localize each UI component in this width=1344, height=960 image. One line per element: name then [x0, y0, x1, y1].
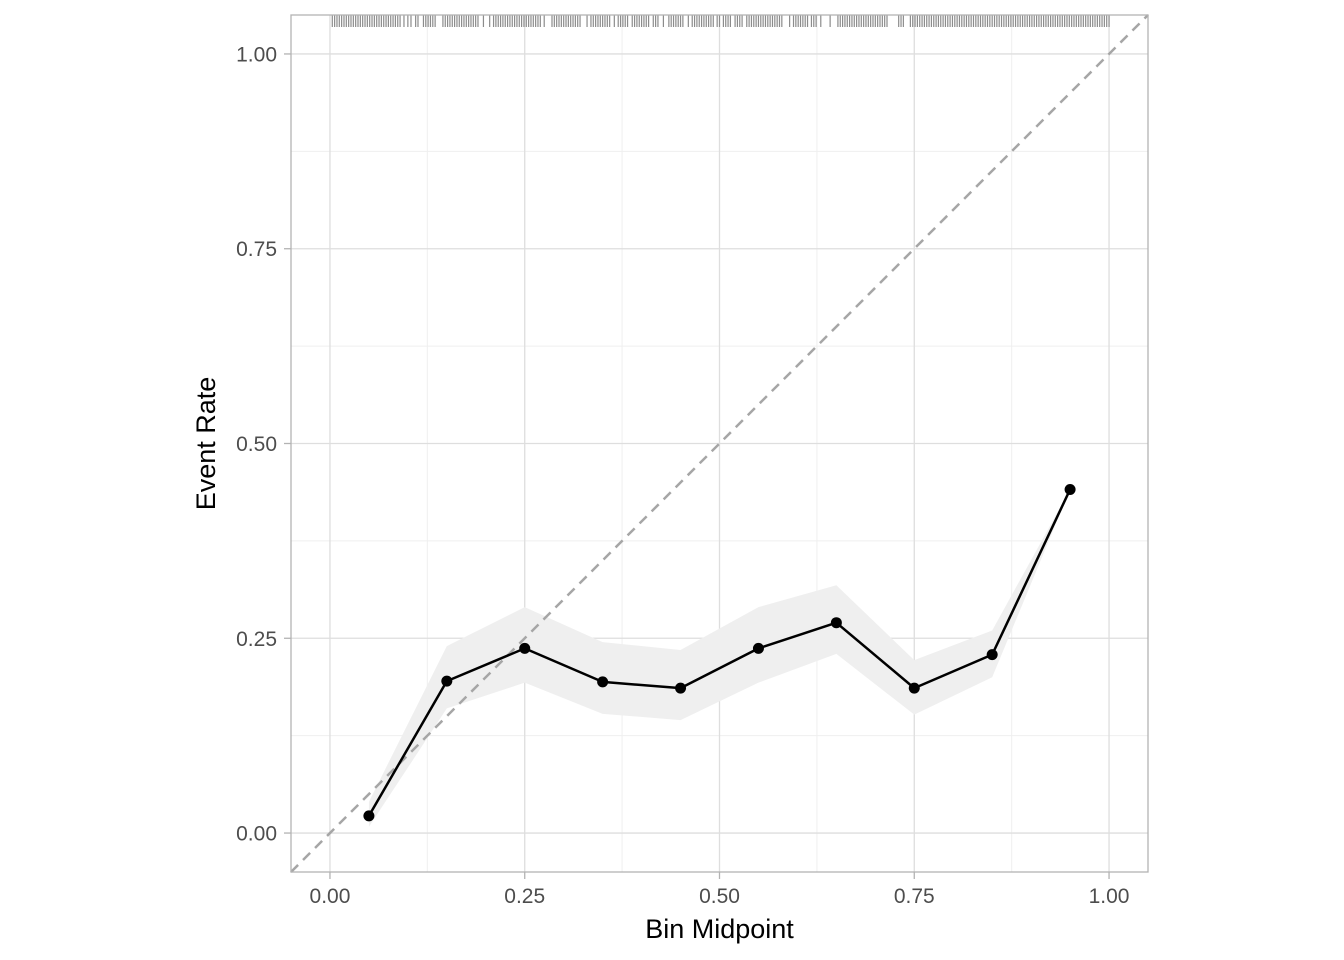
y-axis-ticks: 0.00 0.25 0.50 0.75 1.00 — [236, 43, 291, 846]
y-tick-label: 0.50 — [236, 433, 277, 456]
confidence-ribbon — [368, 489, 1071, 827]
y-axis-title: Event Rate — [191, 377, 221, 511]
data-point — [597, 676, 609, 688]
x-tick-label: 0.00 — [310, 885, 351, 908]
data-point — [830, 617, 842, 629]
y-tick-label: 0.25 — [236, 628, 277, 651]
data-points — [363, 483, 1076, 822]
data-point — [1064, 483, 1076, 495]
x-axis-title: Bin Midpoint — [645, 914, 794, 944]
x-tick-label: 0.25 — [504, 885, 545, 908]
x-tick-label: 0.50 — [699, 885, 740, 908]
data-point — [519, 642, 531, 654]
x-tick-label: 1.00 — [1089, 885, 1130, 908]
rug-marks — [331, 15, 1110, 27]
series-line — [367, 488, 1072, 817]
y-tick-label: 0.75 — [236, 238, 277, 261]
data-point — [986, 649, 998, 661]
reference-diagonal-line — [290, 14, 1149, 873]
data-point — [752, 642, 764, 654]
y-tick-label: 1.00 — [236, 43, 277, 66]
y-tick-label: 0.00 — [236, 823, 277, 846]
data-point — [441, 675, 453, 687]
x-tick-label: 0.75 — [894, 885, 935, 908]
data-point — [363, 810, 375, 822]
data-point — [675, 682, 687, 694]
data-point — [908, 682, 920, 694]
x-axis-ticks: 0.00 0.25 0.50 0.75 1.00 — [310, 872, 1130, 908]
